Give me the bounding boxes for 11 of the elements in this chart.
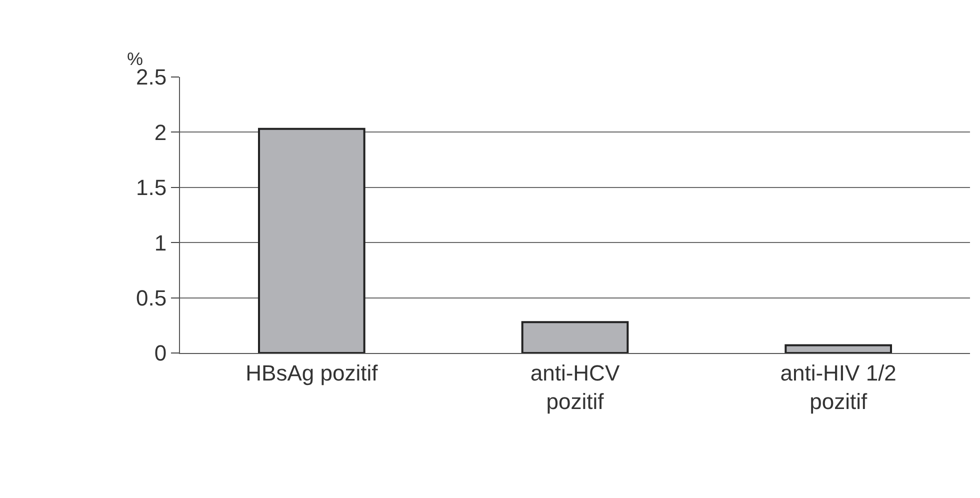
x-tick-label: anti-HIV 1/2 pozitif [780, 360, 896, 414]
y-tick-label: 0 [154, 340, 167, 366]
x-tick-label: HBsAg pozitif [246, 360, 379, 386]
bar [784, 344, 892, 353]
x-tick-label: anti-HCV pozitif [530, 360, 620, 414]
bar [521, 321, 629, 353]
y-tick-label: 2 [154, 120, 167, 145]
bar [258, 128, 366, 353]
y-tick-label: 1.5 [136, 175, 167, 200]
y-tick-label: 1 [154, 230, 167, 256]
y-tick-label: 0.5 [136, 286, 167, 310]
